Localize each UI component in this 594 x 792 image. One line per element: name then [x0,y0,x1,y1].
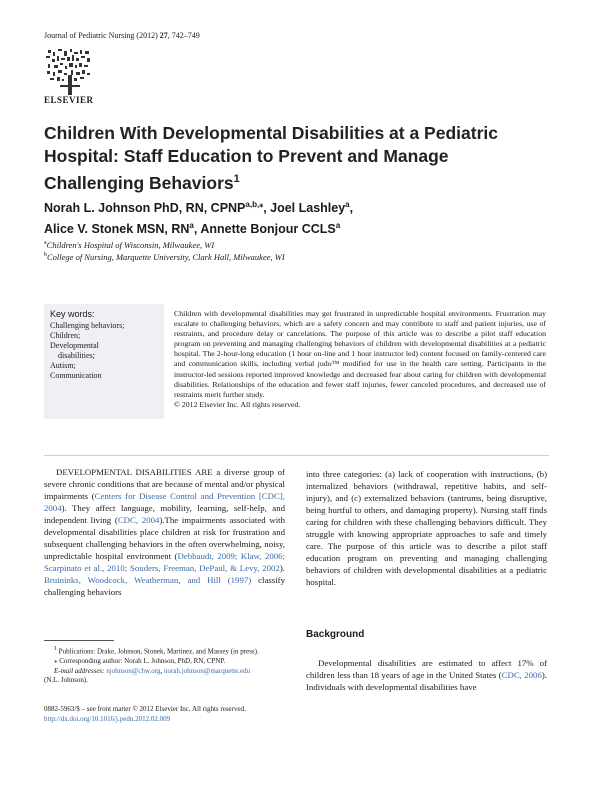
abstract: Children with developmental disabilities… [174,309,546,410]
keyword: disabilities; [58,351,95,360]
body-text: Developmental disabilities are estimated… [306,658,547,680]
journal-pages: , 742–749 [167,31,200,40]
author-name: Alice V. Stonek MSN, RN [44,222,190,237]
affiliation-mark: b [44,252,47,259]
doi-link[interactable]: http://dx.doi.org/10.1016/j.pedn.2012.02… [44,715,171,723]
article-title-text: Children With Developmental Disabilities… [44,123,498,193]
footnote-text: Corresponding author: Norah L. Johnson, … [59,656,226,665]
author-list: Norah L. Johnson PhD, RN, CPNPa,b,⁎, Joe… [44,196,544,238]
footnotes: 1 Publications: Drake, Johnson, Stonek, … [44,645,285,686]
journal-volume: 27 [159,31,168,40]
citation-link[interactable]: Centers for Disease Control and Preventi… [44,491,285,513]
keyword: Challenging behaviors; [50,321,125,330]
author-name: , Joel Lashley [263,201,346,216]
lead-in: DEVELOPMENTAL DISABILITIES ARE [56,467,213,477]
body-text: ). [279,563,285,573]
citation-link[interactable]: Bruininks, Woodcock, Weatherman, and Hil… [44,575,252,585]
email-link[interactable]: norah.johnson@marquette.edu [164,666,251,675]
email-link[interactable]: njohnson@chw.org [106,666,161,675]
body-column-right: into three categories: (a) lack of coope… [306,469,547,587]
footnote-1: 1 Publications: Drake, Johnson, Stonek, … [44,645,285,657]
citation-link[interactable]: CDC, 2006 [501,670,542,680]
body-text: classify challenging behaviors [44,575,285,597]
abstract-text: Children with developmental disabilities… [174,309,546,399]
affiliation-mark: a [335,221,341,231]
body-text: a diverse group of severe chronic condit… [44,467,285,501]
separator: , [160,666,165,675]
affiliation-a: aChildren's Hospital of Wisconsin, Milwa… [44,240,214,250]
journal-name: Journal of Pediatric Nursing (2012) [44,31,160,40]
affiliation-mark: a [345,200,350,209]
author-line-2: Alice V. Stonek MSN, RNa, Annette Bonjou… [44,217,544,238]
title-footnote-mark: 1 [233,173,240,185]
footnote-2: ⁎ Corresponding author: Norah L. Johnson… [44,657,285,667]
affiliation-b: bCollege of Nursing, Marquette Universit… [44,252,285,262]
author-line-1: Norah L. Johnson PhD, RN, CPNPa,b,⁎, Joe… [44,196,544,217]
body-column-left: DEVELOPMENTAL DISABILITIES ARE a diverse… [44,466,285,598]
citation-link[interactable]: CDC, 2004 [117,515,160,525]
footnote-text: (N.L. Johnson). [44,676,88,685]
author-name: , Annette Bonjour CCLS [193,222,336,237]
footnote-rule [44,640,114,641]
keyword: Developmental [50,341,99,350]
footnote-text: Publications: Drake, Johnson, Stonek, Ma… [58,647,259,656]
keyword: Communication [50,371,102,380]
affiliation-mark: a,b,⁎ [245,200,264,209]
issn-block: 0882-5963/$ – see front matter © 2012 El… [44,704,304,724]
journal-citation: Journal of Pediatric Nursing (2012) 27, … [44,31,200,40]
body-text: ).The impairments associated with develo… [44,515,285,561]
keywords-title: Key words: [50,309,95,319]
article-title: Children With Developmental Disabilities… [44,122,544,195]
issn-line: 0882-5963/$ – see front matter © 2012 El… [44,705,246,713]
body-text: ). They affect language, mobility, learn… [44,503,285,525]
keywords-box [44,304,164,419]
email-label: E-mail addresses: [54,666,105,675]
keyword: Autism; [50,361,76,370]
footnote-mark: 1 [54,646,57,652]
body-text: ). Individuals with developmental disabi… [306,670,547,692]
affiliation-mark: a [189,221,194,231]
footnote-mark: ⁎ [54,656,58,665]
publisher-name: ELSEVIER [44,95,94,105]
footnote-3: E-mail addresses: njohnson@chw.org, nora… [44,667,285,686]
keyword: Children; [50,331,81,340]
author-name: Norah L. Johnson PhD, RN, CPNP [44,201,246,216]
abstract-copyright: © 2012 Elsevier Inc. All rights reserved… [174,399,301,409]
author-separator: , [349,201,354,216]
section-heading-background: Background [306,629,365,640]
affiliation-text: Children's Hospital of Wisconsin, Milwau… [46,240,215,250]
affiliation-mark: a [44,240,47,247]
background-paragraph: Developmental disabilities are estimated… [306,657,547,693]
affiliation-text: College of Nursing, Marquette University… [47,252,285,262]
elsevier-tree-logo [46,49,90,95]
keywords-list: Challenging behaviors; Children; Develop… [50,321,160,381]
section-divider [44,455,549,456]
citation-link[interactable]: Debbaudt, 2009; Klaw, 2006; Scarpinato e… [44,551,285,573]
